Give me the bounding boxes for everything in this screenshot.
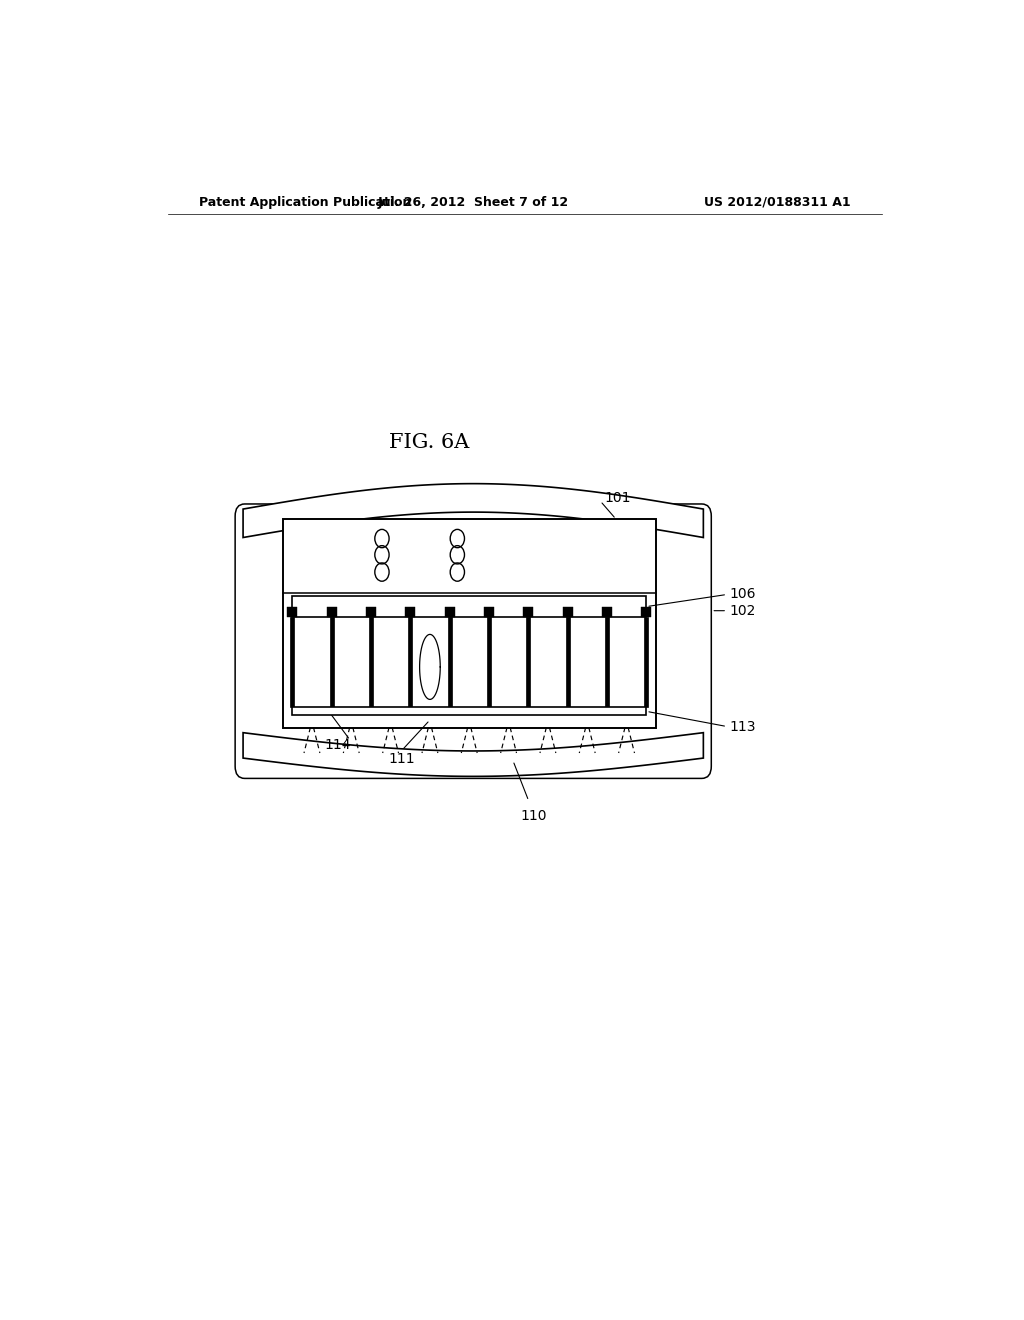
Polygon shape	[243, 483, 703, 537]
Bar	[447, 616, 452, 708]
Text: 102: 102	[729, 603, 756, 618]
Text: Patent Application Publication: Patent Application Publication	[200, 195, 412, 209]
Text: 101: 101	[604, 491, 631, 504]
Bar	[562, 607, 572, 616]
Text: 113: 113	[729, 719, 756, 734]
Bar	[327, 607, 337, 616]
Text: FIG. 6A: FIG. 6A	[389, 433, 470, 453]
Bar	[330, 616, 334, 708]
Bar	[288, 607, 297, 616]
Bar	[369, 616, 373, 708]
Bar	[523, 607, 534, 616]
Bar	[283, 519, 655, 727]
FancyBboxPatch shape	[236, 504, 712, 779]
Text: 110: 110	[521, 809, 548, 824]
Bar	[406, 607, 415, 616]
Bar	[605, 616, 609, 708]
Bar	[290, 616, 294, 708]
Bar	[409, 616, 413, 708]
Bar	[292, 708, 646, 715]
Text: 106: 106	[729, 587, 756, 602]
Text: US 2012/0188311 A1: US 2012/0188311 A1	[703, 195, 850, 209]
Bar	[526, 616, 530, 708]
Bar	[366, 607, 376, 616]
Text: 114: 114	[325, 738, 351, 752]
Polygon shape	[243, 733, 703, 776]
Bar	[487, 616, 490, 708]
Bar	[602, 607, 612, 616]
Bar	[484, 607, 494, 616]
Bar	[565, 616, 569, 708]
Bar	[644, 616, 648, 708]
Text: Jul. 26, 2012  Sheet 7 of 12: Jul. 26, 2012 Sheet 7 of 12	[378, 195, 568, 209]
Bar	[641, 607, 651, 616]
Text: 111: 111	[388, 751, 415, 766]
Bar	[444, 607, 455, 616]
Bar	[292, 597, 646, 616]
